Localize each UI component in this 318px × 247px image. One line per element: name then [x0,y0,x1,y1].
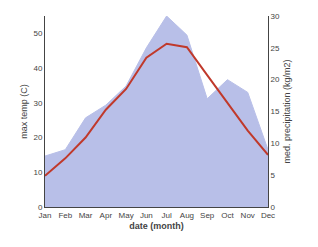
svg-text:Sep: Sep [200,211,215,220]
svg-text:May: May [119,211,134,220]
svg-text:Nov: Nov [241,211,255,220]
svg-text:Jan: Jan [39,211,52,220]
svg-text:0: 0 [38,203,43,212]
svg-text:Oct: Oct [221,211,234,220]
svg-text:Dec: Dec [261,211,275,220]
svg-text:0: 0 [271,203,276,212]
svg-text:10: 10 [271,139,280,148]
svg-text:med. precipitation (kg/m2): med. precipitation (kg/m2) [282,59,292,163]
svg-text:20: 20 [271,75,280,84]
svg-text:30: 30 [33,99,42,108]
svg-text:25: 25 [271,44,280,53]
svg-text:20: 20 [33,133,42,142]
svg-text:Mar: Mar [79,211,93,220]
svg-text:Jun: Jun [140,211,153,220]
svg-text:5: 5 [271,171,276,180]
svg-text:50: 50 [33,29,42,38]
svg-text:40: 40 [33,64,42,73]
svg-text:10: 10 [33,168,42,177]
svg-text:Aug: Aug [180,211,194,220]
svg-text:15: 15 [271,107,280,116]
svg-text:Jul: Jul [162,211,172,220]
svg-text:date (month): date (month) [129,221,184,231]
svg-text:max temp (C): max temp (C) [19,84,29,139]
svg-text:Apr: Apr [100,211,113,220]
svg-text:30: 30 [271,12,280,21]
svg-text:Feb: Feb [58,211,72,220]
